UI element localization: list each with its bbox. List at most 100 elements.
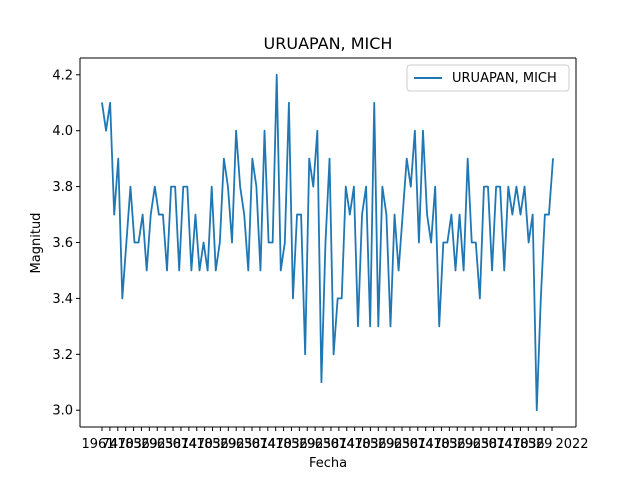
- data-point: [272, 241, 274, 244]
- data-point: [255, 185, 257, 188]
- x-tick-label: 29: [141, 437, 158, 452]
- data-point: [471, 241, 473, 244]
- legend: URUAPAN, MICH: [406, 64, 570, 92]
- x-tick-label-first: 1961: [81, 437, 114, 452]
- x-tick-label: 83: [362, 437, 379, 452]
- data-point: [381, 185, 383, 188]
- data-point: [479, 297, 481, 300]
- legend-label: URUAPAN, MICH: [452, 71, 557, 86]
- x-tick-label: 74: [496, 437, 513, 452]
- x-tick-label: 47: [267, 437, 284, 452]
- data-point: [316, 130, 318, 132]
- y-tick-label: 3.6: [52, 236, 73, 251]
- y-tick-label: 3.2: [52, 348, 73, 363]
- x-tick-label: 29: [536, 437, 553, 452]
- x-tick-label: 56: [212, 437, 229, 452]
- data-point: [341, 297, 343, 300]
- x-tick-label: 29: [457, 437, 474, 452]
- x-tick-label: 10: [196, 437, 213, 452]
- data-point: [337, 297, 339, 300]
- data-point: [158, 213, 160, 216]
- data-point: [536, 409, 538, 411]
- x-tick-label: 65: [394, 437, 411, 452]
- data-point: [442, 241, 444, 244]
- x-tick-label: 92: [307, 437, 324, 452]
- data-point: [202, 241, 205, 244]
- data-point: [349, 213, 351, 216]
- data-point: [198, 269, 201, 272]
- data-point: [320, 381, 323, 383]
- data-point: [207, 269, 209, 272]
- data-point: [109, 102, 111, 104]
- data-point: [166, 269, 168, 272]
- data-point: [499, 185, 501, 188]
- x-tick-label: 10: [117, 437, 134, 452]
- data-point: [389, 325, 392, 327]
- data-point: [361, 213, 363, 216]
- data-point: [548, 213, 550, 216]
- data-point: [552, 158, 554, 160]
- x-tick-label: 29: [299, 437, 316, 452]
- x-tick-label: 92: [228, 437, 245, 452]
- data-point: [463, 269, 465, 272]
- data-point: [300, 213, 302, 216]
- x-tick-label: 10: [433, 437, 450, 452]
- data-point: [491, 269, 493, 272]
- data-point: [328, 158, 331, 160]
- data-point: [467, 158, 469, 160]
- data-point: [414, 130, 416, 132]
- x-tick-label: 01: [252, 437, 269, 452]
- x-tick-label: 83: [520, 437, 537, 452]
- data-point: [125, 241, 127, 244]
- data-point: [308, 158, 310, 160]
- data-point: [438, 325, 440, 327]
- x-axis-title: Fecha: [309, 456, 347, 471]
- data-point: [385, 213, 388, 216]
- data-point: [117, 158, 119, 160]
- chart-title: URUAPAN, MICH: [264, 34, 393, 53]
- x-tick-label: 01: [410, 437, 427, 452]
- data-point: [450, 213, 453, 216]
- x-tick-label: 74: [181, 437, 198, 452]
- data-point: [430, 241, 432, 244]
- data-point: [507, 185, 509, 188]
- x-tick-label: 01: [488, 437, 505, 452]
- y-tick-label: 4.0: [52, 124, 73, 139]
- x-tick-label: 65: [315, 437, 332, 452]
- data-point: [365, 185, 367, 188]
- x-tick-label: 56: [528, 437, 545, 452]
- x-tick-label: 29: [220, 437, 237, 452]
- data-point: [377, 325, 379, 327]
- data-point: [515, 185, 518, 188]
- y-tick-label: 3.0: [52, 404, 73, 419]
- x-tick-label: 38: [323, 437, 340, 452]
- x-tick-label: 47: [425, 437, 442, 452]
- data-point: [475, 241, 477, 244]
- data-point: [267, 241, 270, 244]
- data-point: [393, 213, 396, 216]
- data-point: [162, 213, 164, 216]
- data-point: [186, 185, 188, 188]
- data-point: [142, 213, 144, 216]
- data-point: [296, 213, 298, 216]
- data-point: [446, 241, 448, 244]
- data-point: [113, 213, 115, 216]
- data-point: [280, 269, 282, 272]
- data-point: [215, 269, 217, 272]
- data-point: [528, 241, 530, 244]
- data-point: [523, 185, 526, 188]
- data-point: [324, 241, 327, 244]
- x-tick-label: 38: [402, 437, 419, 452]
- x-tick-label: 92: [386, 437, 403, 452]
- x-tick-label: 38: [481, 437, 498, 452]
- x-tick-label: 92: [149, 437, 166, 452]
- data-point: [284, 241, 286, 244]
- data-point: [178, 269, 180, 272]
- data-point: [219, 241, 221, 244]
- x-tick-label: 74: [338, 437, 355, 452]
- y-tick-label: 3.4: [52, 292, 73, 307]
- x-tick-label: 56: [370, 437, 387, 452]
- data-point: [406, 158, 408, 160]
- data-point: [239, 185, 241, 188]
